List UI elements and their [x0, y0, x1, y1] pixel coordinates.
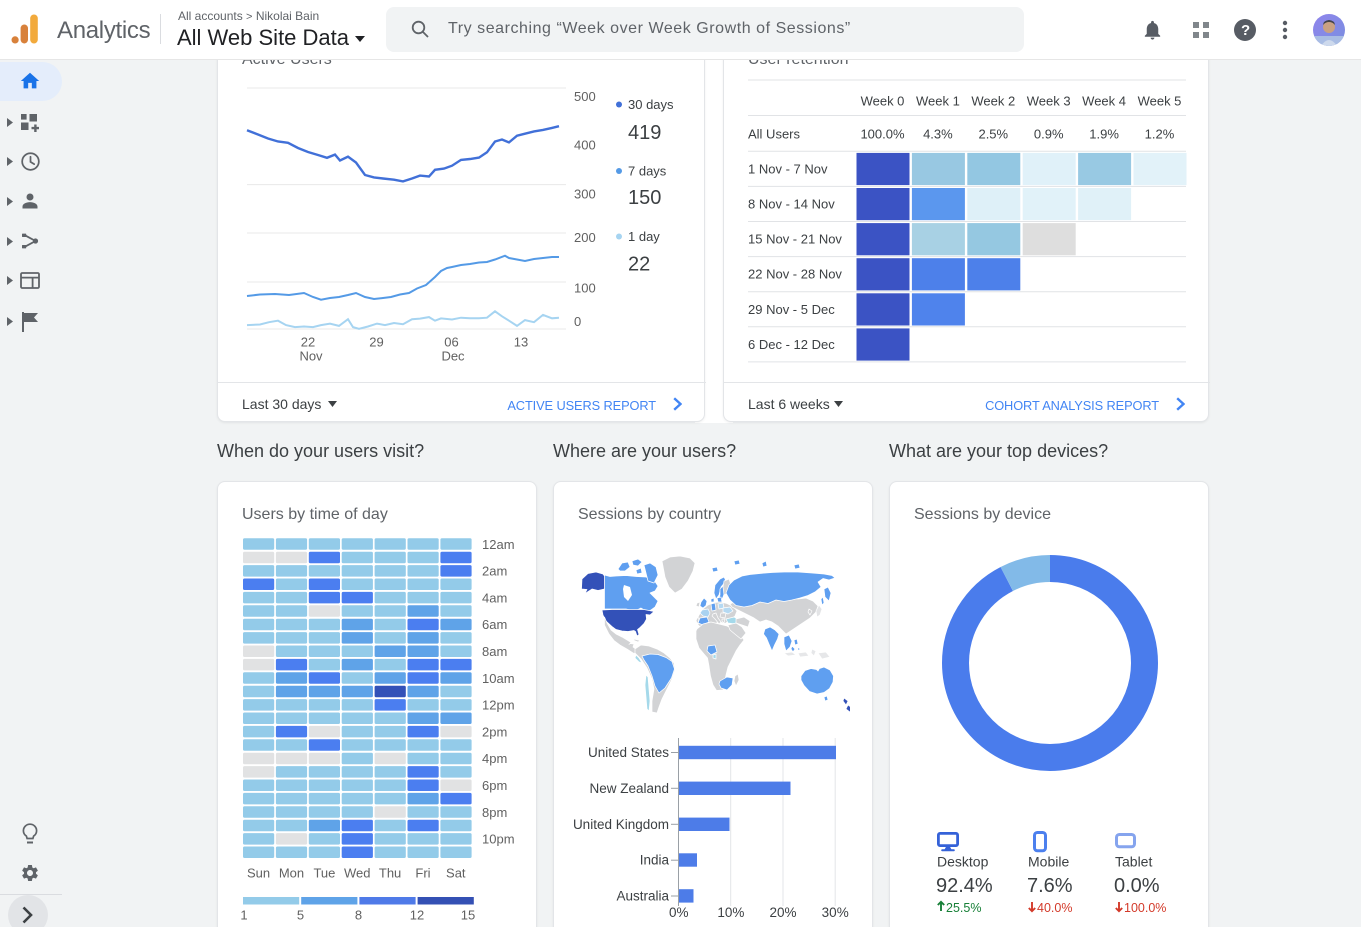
svg-text:0.0%: 0.0%	[1114, 875, 1160, 897]
svg-text:22: 22	[628, 254, 650, 276]
svg-text:2pm: 2pm	[482, 724, 507, 739]
svg-text:29 Nov - 5 Dec: 29 Nov - 5 Dec	[748, 302, 835, 317]
svg-text:New Zealand: New Zealand	[589, 781, 669, 796]
svg-text:7 days: 7 days	[628, 164, 667, 179]
svg-text:7.6%: 7.6%	[1027, 875, 1073, 897]
svg-text:United Kingdom: United Kingdom	[573, 817, 669, 832]
svg-text:Sat: Sat	[446, 866, 466, 881]
svg-text:06: 06	[444, 335, 458, 350]
svg-text:All Users: All Users	[748, 127, 801, 142]
svg-text:15: 15	[461, 908, 475, 923]
svg-text:8am: 8am	[482, 644, 507, 659]
svg-text:400: 400	[574, 138, 596, 153]
svg-text:1.9%: 1.9%	[1089, 127, 1119, 142]
svg-text:419: 419	[628, 122, 661, 144]
svg-text:13: 13	[514, 335, 528, 350]
svg-text:8 Nov - 14 Nov: 8 Nov - 14 Nov	[748, 197, 835, 212]
svg-text:Dec: Dec	[441, 349, 465, 364]
svg-text:1: 1	[240, 908, 247, 923]
svg-text:200: 200	[574, 230, 596, 245]
svg-text:20%: 20%	[769, 905, 796, 920]
svg-text:0: 0	[574, 314, 581, 329]
svg-text:2am: 2am	[482, 564, 507, 579]
svg-text:Thu: Thu	[379, 866, 401, 881]
svg-text:India: India	[640, 853, 670, 868]
svg-text:6pm: 6pm	[482, 778, 507, 793]
svg-text:Tue: Tue	[313, 866, 335, 881]
svg-text:10am: 10am	[482, 671, 515, 686]
svg-text:Australia: Australia	[616, 889, 669, 904]
svg-text:5: 5	[297, 908, 304, 923]
svg-text:8: 8	[355, 908, 362, 923]
svg-text:100.0%: 100.0%	[1124, 901, 1166, 915]
svg-text:6am: 6am	[482, 617, 507, 632]
svg-text:22: 22	[301, 335, 315, 350]
svg-text:1 day: 1 day	[628, 229, 660, 244]
svg-text:40.0%: 40.0%	[1037, 901, 1072, 915]
svg-text:Desktop: Desktop	[937, 854, 989, 870]
svg-text:Fri: Fri	[415, 866, 430, 881]
svg-text:Wed: Wed	[344, 866, 371, 881]
svg-text:Sun: Sun	[247, 866, 270, 881]
svg-text:0.9%: 0.9%	[1034, 127, 1064, 142]
svg-text:29: 29	[369, 335, 383, 350]
svg-text:10pm: 10pm	[482, 832, 515, 847]
svg-text:500: 500	[574, 89, 596, 104]
svg-text:4.3%: 4.3%	[923, 127, 953, 142]
svg-text:22 Nov - 28 Nov: 22 Nov - 28 Nov	[748, 267, 842, 282]
svg-text:15 Nov - 21 Nov: 15 Nov - 21 Nov	[748, 232, 842, 247]
svg-text:2.5%: 2.5%	[978, 127, 1008, 142]
svg-text:Week 2: Week 2	[971, 94, 1015, 109]
svg-text:4pm: 4pm	[482, 751, 507, 766]
svg-text:30 days: 30 days	[628, 97, 674, 112]
svg-text:0%: 0%	[669, 905, 689, 920]
svg-text:150: 150	[628, 187, 661, 209]
svg-text:Nov: Nov	[299, 349, 323, 364]
svg-text:100.0%: 100.0%	[860, 127, 905, 142]
svg-text:10%: 10%	[717, 905, 744, 920]
svg-text:12am: 12am	[482, 537, 515, 552]
svg-text:1 Nov - 7 Nov: 1 Nov - 7 Nov	[748, 161, 828, 176]
svg-text:6 Dec - 12 Dec: 6 Dec - 12 Dec	[748, 337, 835, 352]
svg-text:Tablet: Tablet	[1115, 854, 1152, 870]
svg-text:Week 1: Week 1	[916, 94, 960, 109]
svg-text:4am: 4am	[482, 590, 507, 605]
svg-text:100: 100	[574, 281, 596, 296]
svg-text:Week 3: Week 3	[1027, 94, 1071, 109]
svg-text:12: 12	[410, 908, 424, 923]
svg-text:8pm: 8pm	[482, 805, 507, 820]
svg-text:12pm: 12pm	[482, 698, 515, 713]
svg-text:Week 0: Week 0	[861, 94, 905, 109]
svg-text:United States: United States	[588, 745, 669, 760]
svg-text:300: 300	[574, 187, 596, 202]
svg-text:25.5%: 25.5%	[946, 901, 981, 915]
svg-text:92.4%: 92.4%	[936, 875, 993, 897]
svg-text:Mon: Mon	[279, 866, 304, 881]
svg-text:30%: 30%	[822, 905, 849, 920]
svg-text:1.2%: 1.2%	[1145, 127, 1175, 142]
svg-text:Week 4: Week 4	[1082, 94, 1126, 109]
svg-text:Week 5: Week 5	[1138, 94, 1182, 109]
svg-text:Mobile: Mobile	[1028, 854, 1069, 870]
